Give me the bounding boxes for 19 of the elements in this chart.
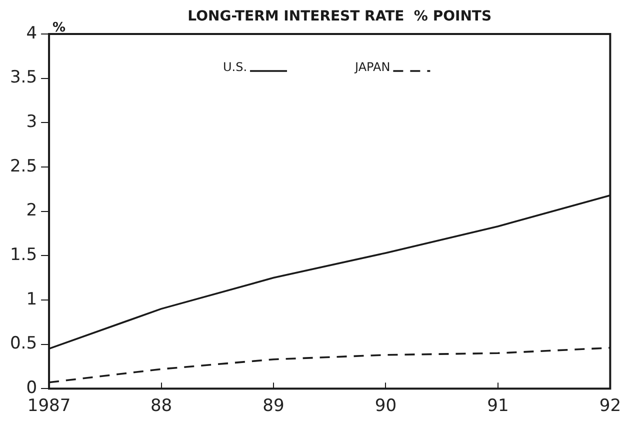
y-tick-label: 1 [26, 289, 38, 310]
y-axis-title: % [52, 20, 66, 36]
legend-label: JAPAN [354, 60, 390, 74]
x-tick-label: 92 [599, 396, 622, 416]
y-tick-label: 3.5 [10, 68, 38, 88]
y-tick-label: 1.5 [10, 245, 38, 266]
y-tick-label: 3 [26, 112, 38, 132]
chart-title: LONG-TERM INTEREST RATE % POINTS [188, 8, 492, 25]
y-tick-label: 0 [26, 378, 38, 398]
x-tick-label: 89 [262, 396, 284, 416]
x-tick-label: 90 [374, 396, 397, 416]
y-tick-label: 2.5 [10, 156, 38, 176]
y-tick-label: 0.5 [10, 334, 38, 354]
x-tick-label: 88 [150, 396, 172, 416]
y-tick-label: 4 [26, 23, 38, 44]
legend-label: U.S. [222, 60, 248, 74]
x-tick-label: 1987 [27, 396, 71, 416]
y-tick-label: 2 [26, 200, 38, 221]
x-tick-label: 91 [487, 396, 509, 416]
